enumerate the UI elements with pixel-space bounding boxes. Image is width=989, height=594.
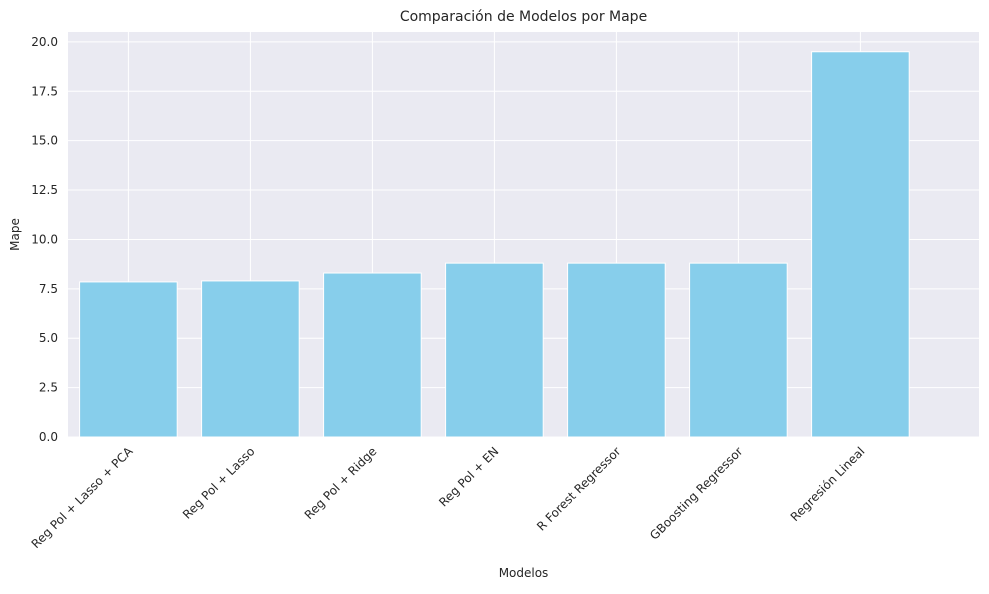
x-tick-label: GBoosting Regressor <box>647 444 745 542</box>
y-tick-label: 7.5 <box>39 282 58 296</box>
bar-5 <box>567 262 666 438</box>
x-tick-label: Reg Pol + Lasso + PCA <box>29 444 136 551</box>
bars <box>79 51 910 438</box>
y-axis-title: Mape <box>8 218 22 251</box>
bar-6 <box>689 262 788 438</box>
x-tick-label: R Forest Regressor <box>534 444 623 533</box>
y-tick-label: 0.0 <box>39 430 58 444</box>
x-tick-label: Reg Pol + EN <box>436 444 501 509</box>
bar-4 <box>445 262 544 438</box>
bar-1 <box>79 281 178 438</box>
bar-3 <box>323 272 422 438</box>
y-tick-label: 20.0 <box>31 35 58 49</box>
x-tick-label: Regresión Lineal <box>788 444 868 524</box>
x-tick-label: Reg Pol + Ridge <box>302 444 380 522</box>
x-axis-ticks: Reg Pol + Lasso + PCA Reg Pol + Lasso Reg … <box>29 444 868 551</box>
y-tick-label: 17.5 <box>31 84 58 98</box>
bar-2 <box>201 280 300 438</box>
bar-7 <box>811 51 910 438</box>
x-axis-title: Modelos <box>499 566 549 580</box>
chart-title: Comparación de Modelos por Mape <box>400 9 647 25</box>
y-tick-label: 2.5 <box>39 381 58 395</box>
y-tick-label: 5.0 <box>39 331 58 345</box>
y-tick-label: 10.0 <box>31 232 58 246</box>
y-tick-label: 15.0 <box>31 134 58 148</box>
y-axis-ticks: 0.0 2.5 5.0 7.5 10.0 12.5 15.0 17.5 20.0 <box>31 35 58 444</box>
y-tick-label: 12.5 <box>31 183 58 197</box>
x-tick-label: Reg Pol + Lasso <box>180 444 258 522</box>
